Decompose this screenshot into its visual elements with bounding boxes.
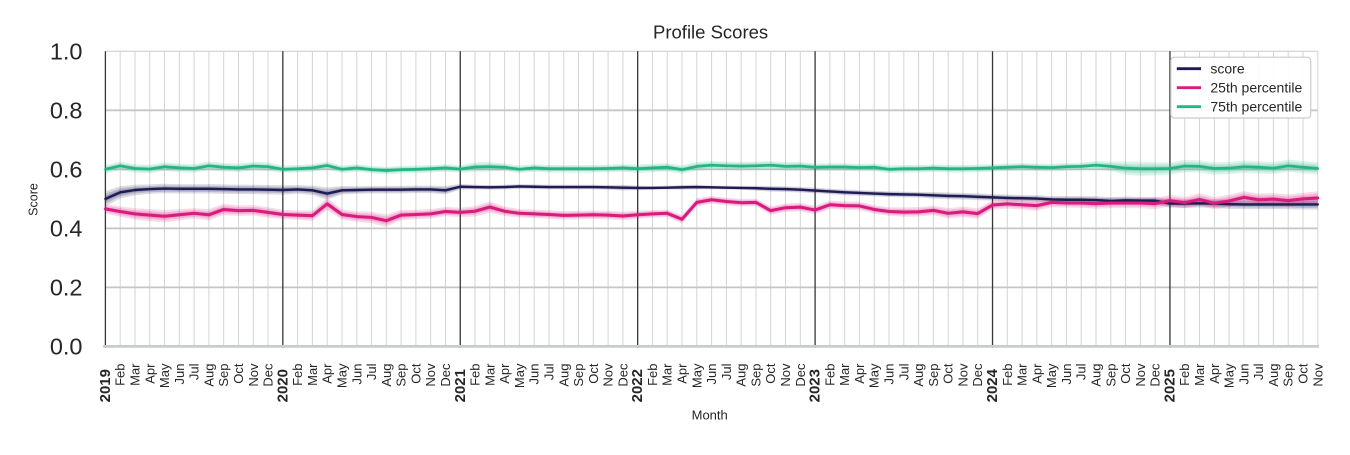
svg-text:Feb: Feb <box>645 364 660 386</box>
svg-text:Aug: Aug <box>1266 364 1281 387</box>
svg-text:Sep: Sep <box>1103 364 1118 387</box>
svg-text:Mar: Mar <box>482 363 497 386</box>
svg-text:1.0: 1.0 <box>50 39 83 65</box>
svg-text:25th percentile: 25th percentile <box>1210 80 1302 96</box>
svg-text:2024: 2024 <box>984 368 1001 402</box>
svg-text:Jun: Jun <box>172 364 187 385</box>
svg-text:75th percentile: 75th percentile <box>1210 99 1302 115</box>
svg-text:Jun: Jun <box>349 364 364 385</box>
svg-text:Dec: Dec <box>1148 363 1163 387</box>
svg-text:Oct: Oct <box>941 363 956 384</box>
svg-text:2023: 2023 <box>807 369 824 402</box>
svg-text:Jun: Jun <box>1236 364 1251 385</box>
svg-text:Jun: Jun <box>1059 364 1074 385</box>
svg-text:Score: Score <box>26 183 40 216</box>
svg-text:Apr: Apr <box>497 363 512 384</box>
svg-text:May: May <box>689 363 704 388</box>
svg-text:Dec: Dec <box>615 363 630 387</box>
svg-text:Jun: Jun <box>704 364 719 385</box>
svg-text:Nov: Nov <box>246 363 261 387</box>
svg-text:Feb: Feb <box>113 364 128 386</box>
svg-text:Aug: Aug <box>734 364 749 387</box>
svg-text:Jun: Jun <box>527 364 542 385</box>
svg-text:Nov: Nov <box>955 363 970 387</box>
svg-text:Nov: Nov <box>1310 363 1325 387</box>
svg-text:Oct: Oct <box>763 363 778 384</box>
svg-text:Sep: Sep <box>571 364 586 387</box>
svg-text:Dec: Dec <box>970 363 985 387</box>
svg-text:2025: 2025 <box>1161 369 1178 402</box>
svg-text:Apr: Apr <box>675 363 690 384</box>
svg-text:Month: Month <box>692 407 728 422</box>
svg-text:Jun: Jun <box>882 364 897 385</box>
svg-text:Feb: Feb <box>290 364 305 386</box>
svg-text:Aug: Aug <box>911 364 926 387</box>
svg-text:2019: 2019 <box>97 369 114 402</box>
svg-text:Sep: Sep <box>216 364 231 387</box>
svg-text:Profile Scores: Profile Scores <box>653 21 768 42</box>
svg-text:Oct: Oct <box>1118 363 1133 384</box>
svg-text:Apr: Apr <box>320 363 335 384</box>
svg-text:Jul: Jul <box>1251 363 1266 380</box>
svg-text:Oct: Oct <box>231 363 246 384</box>
svg-text:May: May <box>867 363 882 388</box>
svg-text:Jul: Jul <box>896 363 911 380</box>
svg-text:May: May <box>1222 363 1237 388</box>
svg-text:Sep: Sep <box>926 364 941 387</box>
svg-text:Oct: Oct <box>586 363 601 384</box>
svg-text:May: May <box>157 363 172 388</box>
svg-text:Dec: Dec <box>261 363 276 387</box>
svg-text:Aug: Aug <box>201 364 216 387</box>
svg-text:0.4: 0.4 <box>50 216 83 242</box>
svg-text:Aug: Aug <box>1089 364 1104 387</box>
svg-text:May: May <box>334 363 349 388</box>
svg-text:2021: 2021 <box>452 369 469 402</box>
svg-text:0.0: 0.0 <box>50 334 83 360</box>
svg-text:Sep: Sep <box>394 364 409 387</box>
svg-text:0.2: 0.2 <box>50 275 83 301</box>
svg-text:Feb: Feb <box>1000 364 1015 386</box>
svg-text:Dec: Dec <box>438 363 453 387</box>
svg-text:Mar: Mar <box>127 363 142 386</box>
svg-text:Feb: Feb <box>822 364 837 386</box>
svg-text:Feb: Feb <box>468 364 483 386</box>
svg-text:Sep: Sep <box>748 364 763 387</box>
svg-text:2022: 2022 <box>629 369 646 402</box>
svg-text:Feb: Feb <box>1177 364 1192 386</box>
svg-text:Nov: Nov <box>1133 363 1148 387</box>
svg-text:Apr: Apr <box>1029 363 1044 384</box>
svg-text:Dec: Dec <box>793 363 808 387</box>
svg-text:2020: 2020 <box>274 369 291 402</box>
svg-text:Mar: Mar <box>1015 363 1030 386</box>
svg-text:May: May <box>1044 363 1059 388</box>
svg-text:Jul: Jul <box>364 363 379 380</box>
svg-text:score: score <box>1210 61 1244 77</box>
svg-text:Nov: Nov <box>423 363 438 387</box>
svg-text:Mar: Mar <box>837 363 852 386</box>
svg-text:0.6: 0.6 <box>50 157 83 183</box>
svg-text:Jul: Jul <box>1074 363 1089 380</box>
svg-text:Mar: Mar <box>305 363 320 386</box>
svg-text:Apr: Apr <box>142 363 157 384</box>
svg-text:Sep: Sep <box>1281 364 1296 387</box>
svg-text:Mar: Mar <box>1192 363 1207 386</box>
svg-text:Nov: Nov <box>601 363 616 387</box>
svg-text:0.8: 0.8 <box>50 98 83 124</box>
svg-text:Apr: Apr <box>1207 363 1222 384</box>
svg-text:Mar: Mar <box>660 363 675 386</box>
svg-text:Jul: Jul <box>719 363 734 380</box>
svg-text:Apr: Apr <box>852 363 867 384</box>
svg-text:Jul: Jul <box>187 363 202 380</box>
svg-text:Aug: Aug <box>556 364 571 387</box>
svg-text:Jul: Jul <box>541 363 556 380</box>
svg-text:Nov: Nov <box>778 363 793 387</box>
svg-text:May: May <box>512 363 527 388</box>
svg-text:Oct: Oct <box>408 363 423 384</box>
svg-text:Aug: Aug <box>379 364 394 387</box>
svg-text:Oct: Oct <box>1296 363 1311 384</box>
